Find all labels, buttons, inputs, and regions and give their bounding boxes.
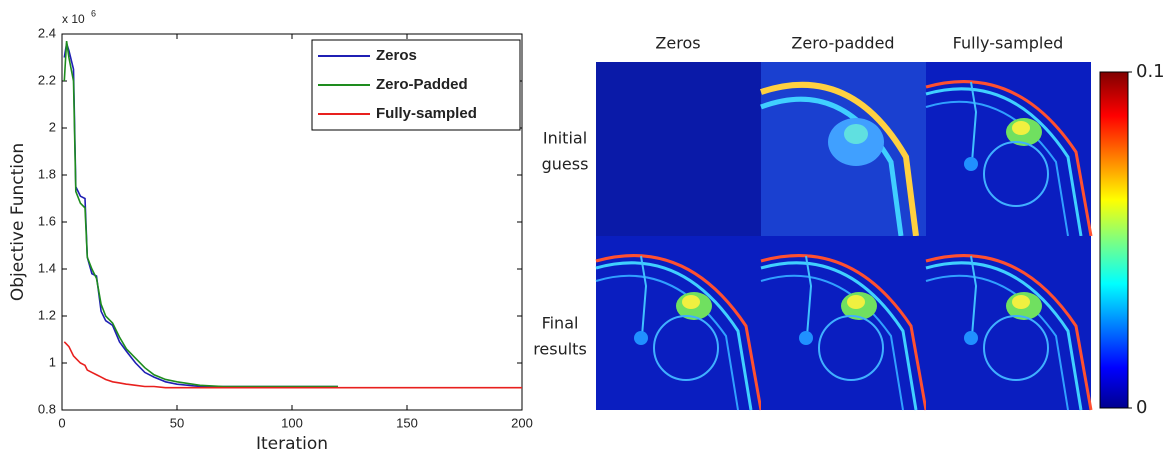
x-tick-label: 200 [511,415,533,430]
y-multiplier: x 10 [62,12,85,26]
column-title: Fully-sampled [953,34,1064,53]
y-tick-label: 1.4 [38,260,56,275]
column-title: Zero-padded [791,34,894,53]
y-tick-label: 2 [49,119,56,134]
image-panel [596,62,761,236]
image-grid [594,60,1093,412]
colorbar [1099,71,1129,409]
image-panel [761,62,926,236]
y-tick-label: 1.6 [38,213,56,228]
image-panel [759,234,928,412]
x-tick-label: 50 [170,415,184,430]
y-tick-label: 1.8 [38,166,56,181]
row-title: Final [542,314,579,333]
x-tick-label: 100 [281,415,303,430]
y-tick-label: 0.8 [38,401,56,416]
legend-label: Fully-sampled [376,105,477,122]
y-tick-label: 1 [49,354,56,369]
row-title: Initial [543,129,587,148]
x-tick-label: 0 [58,415,65,430]
x-axis-label: Iteration [256,434,328,454]
image-panel [924,60,1093,238]
image-panel [924,234,1093,412]
image-panel [594,234,763,412]
row-title: results [533,340,587,359]
row-title: guess [542,155,589,174]
y-tick-label: 1.2 [38,307,56,322]
column-title: Zeros [655,34,700,53]
legend-label: Zero-Padded [376,76,468,93]
y-multiplier-exp: 6 [91,8,96,18]
y-tick-label: 2.2 [38,72,56,87]
legend-label: Zeros [376,47,417,64]
y-axis-label: Objective Function [8,143,28,301]
series-line [63,40,338,388]
y-tick-label: 2.4 [38,25,56,40]
series-line [63,341,522,389]
x-tick-label: 150 [396,415,418,430]
colorbar-tick-label: 0.1 [1136,61,1165,82]
colorbar-tick-label: 0 [1136,397,1147,418]
